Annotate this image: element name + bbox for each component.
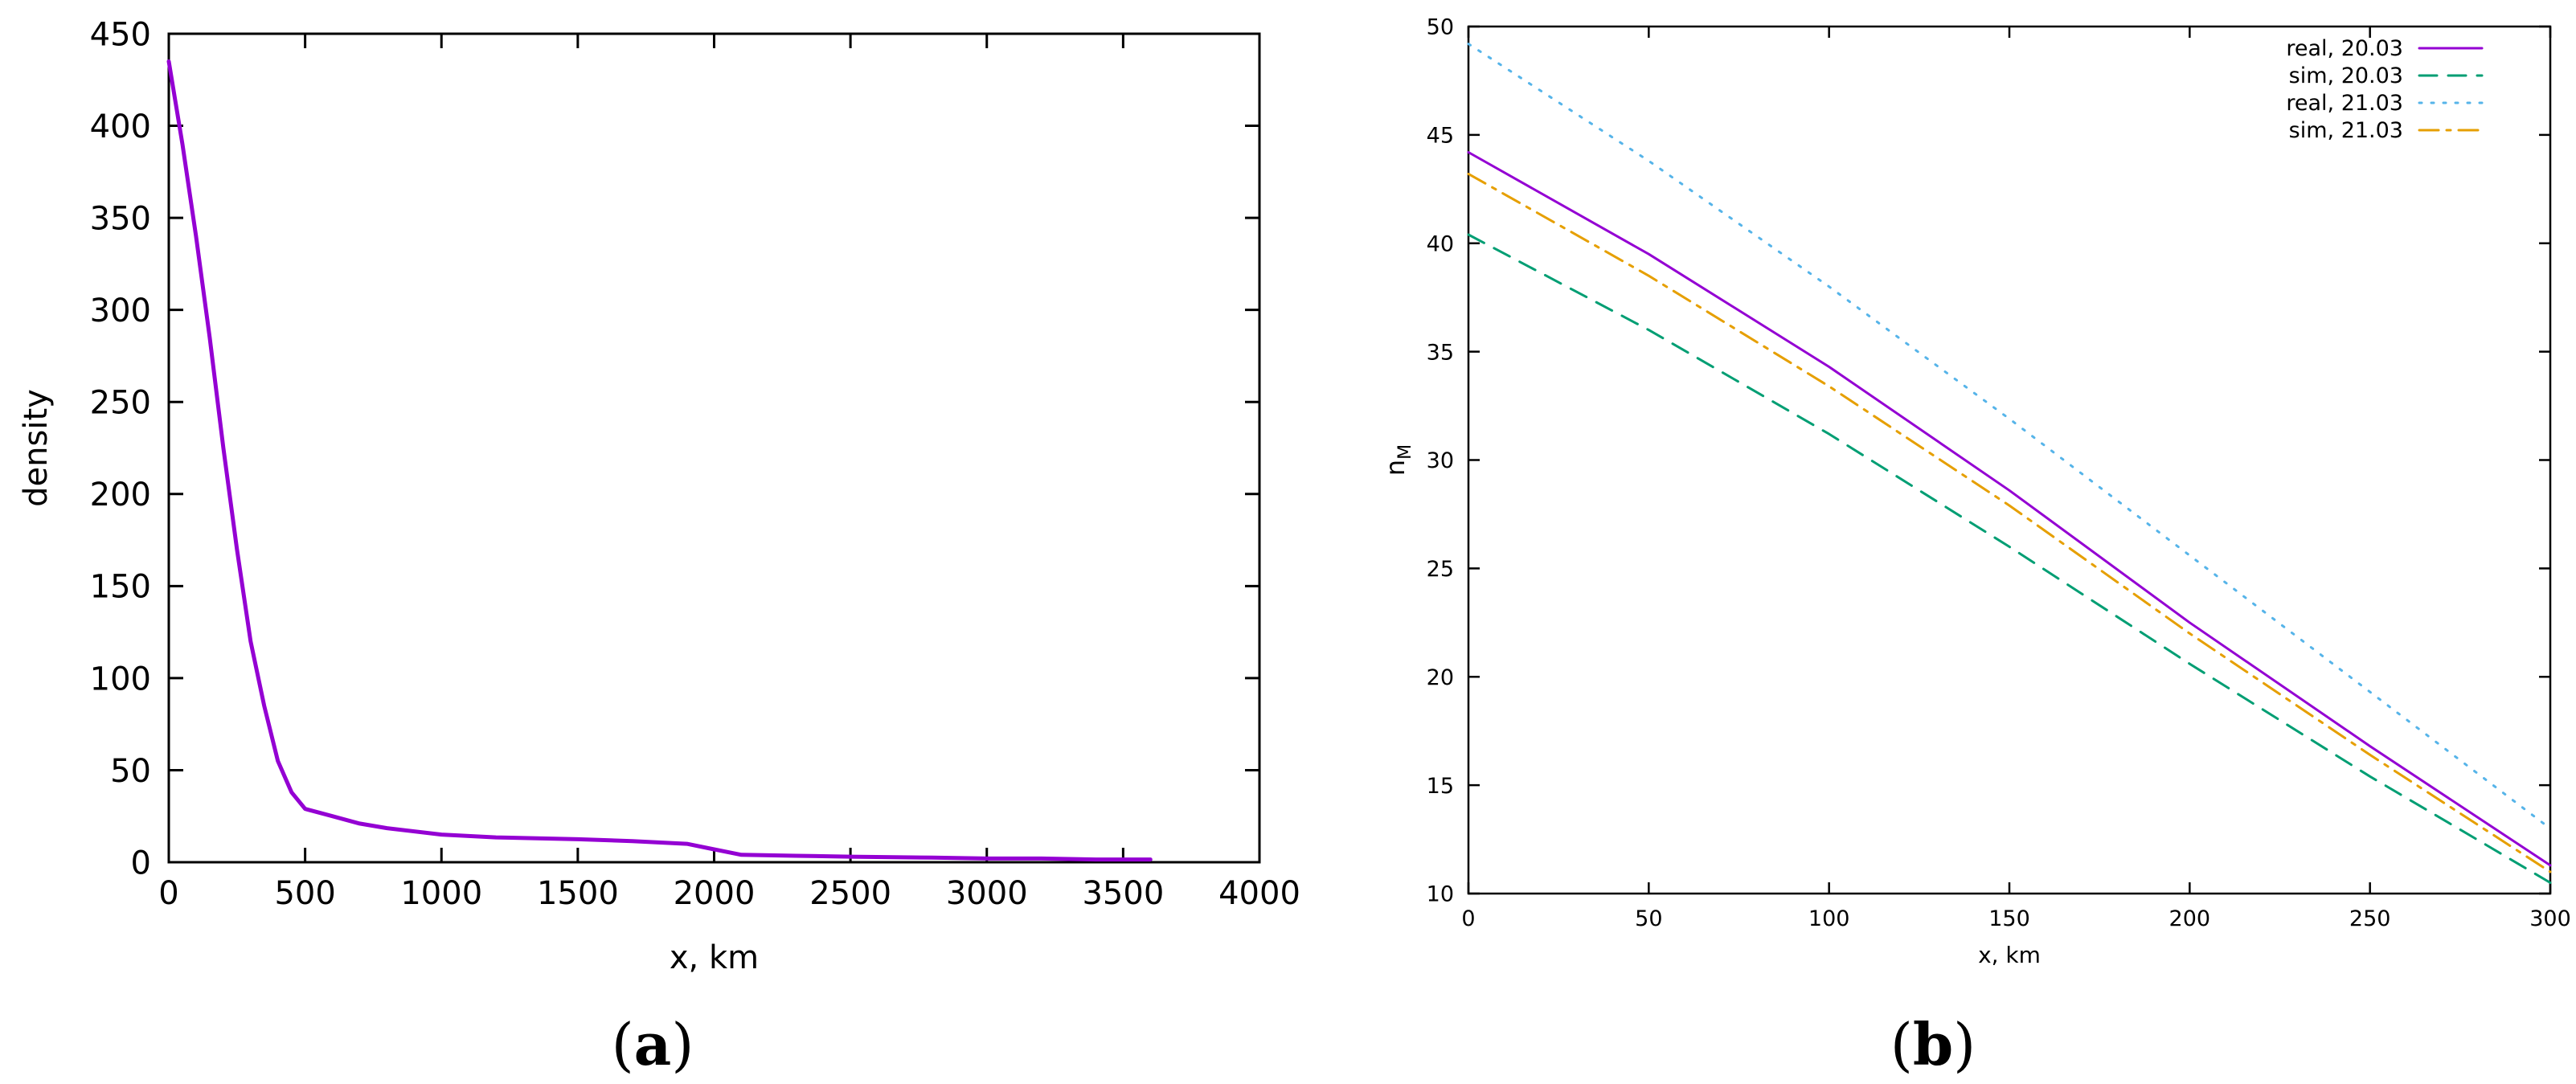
legend-label: real, 21.03 bbox=[2286, 91, 2403, 116]
caption-a-close: ) bbox=[671, 1011, 694, 1078]
y-axis-label: density bbox=[18, 389, 55, 507]
series-line-0 bbox=[1467, 151, 2552, 867]
y-tick-label: 25 bbox=[1427, 557, 1454, 582]
y-tick-label: 400 bbox=[90, 108, 151, 145]
y-tick-label: 300 bbox=[90, 292, 151, 329]
caption-a-letter: a bbox=[634, 1010, 672, 1078]
y-axis-label-subscript: M bbox=[1395, 444, 1415, 460]
y-tick-label: 250 bbox=[90, 385, 151, 422]
x-tick-label: 100 bbox=[1808, 906, 1850, 931]
y-tick-label: 50 bbox=[110, 753, 151, 790]
x-tick-label: 250 bbox=[2349, 906, 2391, 931]
y-tick-label: 50 bbox=[1427, 15, 1454, 40]
legend-label: real, 20.03 bbox=[2286, 36, 2403, 61]
series-line-3 bbox=[1467, 172, 2552, 873]
y-axis-label-main: n bbox=[1380, 460, 1411, 476]
x-tick-label: 300 bbox=[2529, 906, 2571, 931]
plot-frame bbox=[167, 32, 1261, 864]
y-tick-label: 150 bbox=[90, 569, 151, 606]
panel-b-nm-chart: 0 50 100 150 200 250 300 10 15 20 25 30 35 40 45 50 rea… bbox=[1380, 15, 2571, 968]
caption-b-open: ( bbox=[1890, 1011, 1913, 1078]
y-tick-label: 450 bbox=[90, 16, 151, 53]
legend-label: sim, 21.03 bbox=[2289, 118, 2403, 143]
x-tick-label: 0 bbox=[158, 875, 178, 912]
x-tick-label: 150 bbox=[1988, 906, 2030, 931]
legend-label: sim, 20.03 bbox=[2289, 63, 2403, 88]
x-tick-label: 50 bbox=[1635, 906, 1662, 931]
panel-a-density-chart: 0 500 1000 1500 2000 2500 3000 3500 4000 0 50 100 15… bbox=[18, 16, 1300, 976]
x-tick-label: 2500 bbox=[809, 875, 891, 912]
y-tick-label: 350 bbox=[90, 201, 151, 238]
series-line-1 bbox=[1467, 233, 2552, 884]
x-axis-label: x, km bbox=[670, 939, 759, 976]
y-tick-label: 15 bbox=[1427, 774, 1454, 799]
plot-frame bbox=[1467, 25, 2552, 895]
x-tick-label: 4000 bbox=[1218, 875, 1300, 912]
y-tick-label: 30 bbox=[1427, 448, 1454, 473]
y-tick-label: 45 bbox=[1427, 124, 1454, 149]
x-tick-label: 200 bbox=[2169, 906, 2211, 931]
x-tick-label: 1500 bbox=[537, 875, 619, 912]
x-axis-label: x, km bbox=[1978, 942, 2041, 968]
series-line-2 bbox=[1467, 43, 2552, 830]
x-tick-label: 3000 bbox=[946, 875, 1028, 912]
y-axis-label: nM bbox=[1380, 444, 1415, 476]
x-tick-label: 500 bbox=[274, 875, 335, 912]
x-tick-label: 2000 bbox=[674, 875, 756, 912]
y-tick-label: 20 bbox=[1427, 665, 1454, 690]
y-tick-label: 200 bbox=[90, 477, 151, 513]
y-tick-label: 10 bbox=[1427, 882, 1454, 907]
x-tick-label: 0 bbox=[1461, 906, 1475, 931]
caption-b: (b) bbox=[1890, 1010, 1976, 1078]
caption-a: (a) bbox=[612, 1010, 694, 1078]
y-tick-label: 100 bbox=[90, 661, 151, 697]
caption-a-open: ( bbox=[612, 1011, 634, 1078]
x-tick-label: 1000 bbox=[400, 875, 482, 912]
x-tick-label: 3500 bbox=[1082, 875, 1164, 912]
y-tick-label: 40 bbox=[1427, 231, 1454, 256]
caption-b-close: ) bbox=[1953, 1011, 1976, 1078]
caption-b-letter: b bbox=[1913, 1010, 1953, 1078]
y-tick-label: 0 bbox=[131, 845, 151, 882]
series-line-0 bbox=[166, 59, 1153, 862]
y-tick-label: 35 bbox=[1427, 340, 1454, 365]
